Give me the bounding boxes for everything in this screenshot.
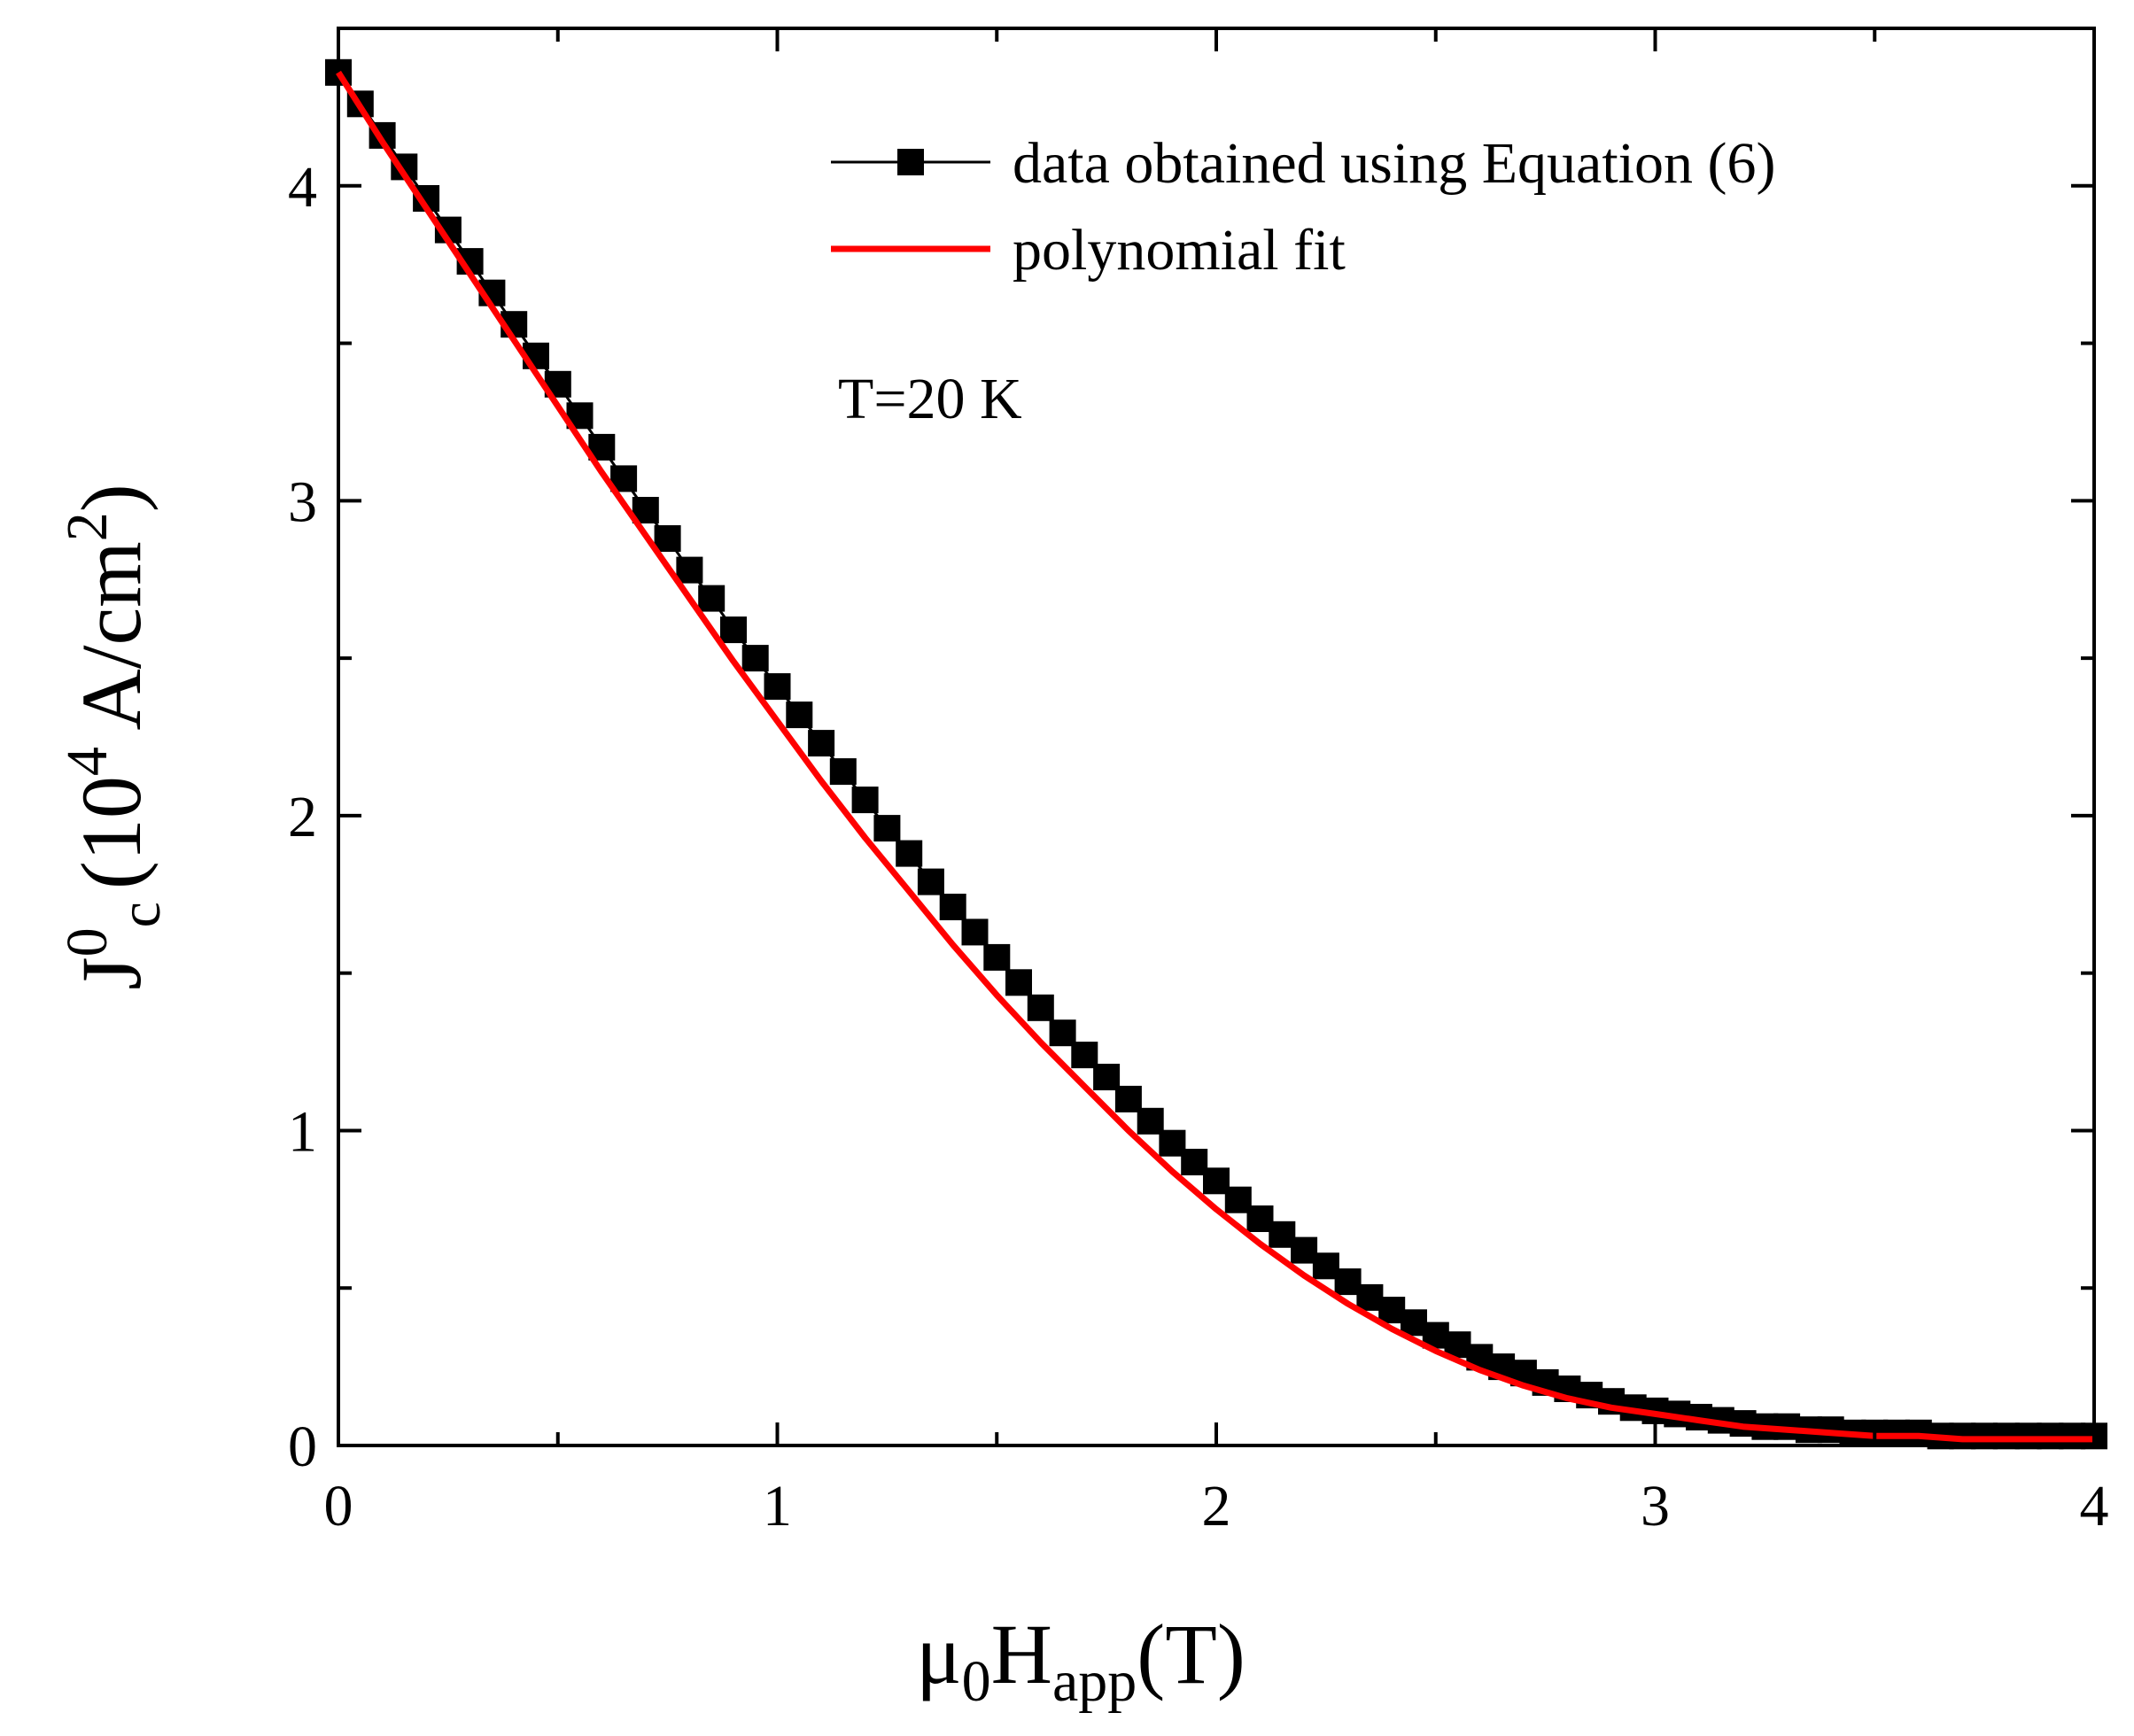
data-point xyxy=(829,758,857,786)
y-axis-title-j: J xyxy=(64,957,159,989)
fit-series xyxy=(336,70,2094,1443)
y-axis-title-sup0: 0 xyxy=(55,927,120,957)
y-axis-title-sup2: 2 xyxy=(55,512,120,541)
x-axis-title-h: H xyxy=(991,1607,1052,1701)
data-point xyxy=(983,943,1011,971)
x-axis-title-sub-app: app xyxy=(1052,1649,1137,1714)
legend-fit-label: polynomial fit xyxy=(1013,218,1346,283)
data-point xyxy=(741,645,769,672)
data-point xyxy=(939,894,966,920)
legend-data-label: data obtained using Equation (6) xyxy=(1013,131,1775,196)
y-tick-label: 3 xyxy=(288,469,317,534)
y-axis-ticks xyxy=(338,183,2094,1447)
x-axis-title-mu: μ xyxy=(916,1607,961,1701)
x-tick-label: 3 xyxy=(1641,1474,1670,1538)
temperature-annotation: T=20 K xyxy=(838,367,1022,431)
data-point xyxy=(676,556,703,584)
data-point xyxy=(917,868,944,895)
data-point xyxy=(698,585,726,612)
x-tick-label: 0 xyxy=(324,1474,353,1538)
data-point xyxy=(873,815,901,842)
fit-series-line xyxy=(336,70,2094,1443)
legend-data-marker xyxy=(897,149,924,175)
data-point xyxy=(1005,969,1032,996)
y-axis-title-unit-close: ) xyxy=(64,484,159,512)
y-axis-tick-labels: 0 1 2 3 4 xyxy=(288,155,317,1479)
data-point xyxy=(786,701,813,729)
y-axis-title: J0c (104 A/cm2) xyxy=(55,484,173,990)
x-axis-title-sub0: 0 xyxy=(962,1649,991,1714)
x-axis-ticks xyxy=(337,28,2096,1445)
data-point xyxy=(654,525,681,552)
data-point xyxy=(808,730,835,757)
data-point xyxy=(1027,994,1054,1021)
y-tick-label: 4 xyxy=(288,155,317,220)
y-tick-label: 0 xyxy=(288,1414,317,1479)
y-axis-title-sup4: 4 xyxy=(55,747,120,776)
x-tick-label: 4 xyxy=(2080,1474,2109,1538)
x-axis-title: μ0Happ(T) xyxy=(916,1607,1245,1714)
legend: data obtained using Equation (6) polynom… xyxy=(831,131,1775,283)
y-axis-title-sub-c: c xyxy=(108,902,173,927)
y-axis-title-unit-open: (10 xyxy=(64,776,159,889)
y-tick-label: 1 xyxy=(288,1099,317,1164)
data-point xyxy=(764,673,791,701)
x-axis-title-unit: (T) xyxy=(1137,1607,1245,1701)
x-tick-label: 1 xyxy=(763,1474,792,1538)
data-point xyxy=(720,616,747,644)
data-point xyxy=(961,918,989,946)
y-axis-title-unit-mid: A/cm xyxy=(64,541,159,747)
data-point xyxy=(896,840,923,867)
x-axis-tick-labels: 0 1 2 3 4 xyxy=(324,1474,2109,1538)
data-point xyxy=(851,787,879,814)
y-tick-label: 2 xyxy=(288,785,317,849)
x-tick-label: 2 xyxy=(1202,1474,1231,1538)
